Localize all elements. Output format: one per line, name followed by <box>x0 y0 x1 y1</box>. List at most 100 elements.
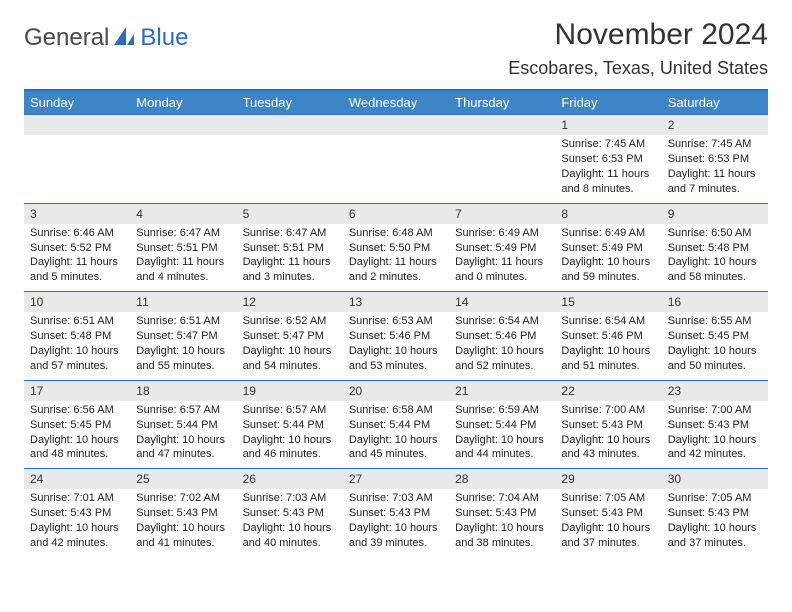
sunset-text: Sunset: 5:51 PM <box>136 241 230 256</box>
day-cell: 12Sunrise: 6:52 AMSunset: 5:47 PMDayligh… <box>237 292 343 380</box>
sunrise-text: Sunrise: 6:54 AM <box>455 314 549 329</box>
logo: General Blue <box>24 18 188 52</box>
day-body: Sunrise: 6:46 AMSunset: 5:52 PMDaylight:… <box>24 226 130 285</box>
daylight-text: Daylight: 10 hours and 45 minutes. <box>349 433 443 463</box>
day-number: 7 <box>449 204 555 224</box>
day-cell: 11 Sunrise: 6:51 AMSunset: 5:47 PMDayligh… <box>130 292 236 380</box>
day-cell: 9Sunrise: 6:50 AMSunset: 5:48 PMDaylight… <box>662 204 768 292</box>
sunrise-text: Sunrise: 7:02 AM <box>136 491 230 506</box>
sunrise-text: Sunrise: 7:45 AM <box>668 137 762 152</box>
daylight-text: Daylight: 11 hours and 2 minutes. <box>349 255 443 285</box>
day-cell: 4Sunrise: 6:47 AMSunset: 5:51 PMDaylight… <box>130 204 236 292</box>
day-cell <box>130 115 236 203</box>
sunrise-text: Sunrise: 6:47 AM <box>136 226 230 241</box>
daylight-text: Daylight: 10 hours and 44 minutes. <box>455 433 549 463</box>
daylight-text: Daylight: 10 hours and 37 minutes. <box>561 521 655 551</box>
logo-sail-icon <box>112 25 136 52</box>
sunrise-text: Sunrise: 6:59 AM <box>455 403 549 418</box>
sunset-text: Sunset: 5:50 PM <box>349 241 443 256</box>
sunrise-text: Sunrise: 6:53 AM <box>349 314 443 329</box>
daylight-text: Daylight: 10 hours and 39 minutes. <box>349 521 443 551</box>
sunset-text: Sunset: 5:44 PM <box>455 418 549 433</box>
day-cell: 8Sunrise: 6:49 AMSunset: 5:49 PMDaylight… <box>555 204 661 292</box>
sunset-text: Sunset: 5:44 PM <box>136 418 230 433</box>
day-body: Sunrise: 6:49 AMSunset: 5:49 PMDaylight:… <box>555 226 661 285</box>
day-cell <box>237 115 343 203</box>
day-number: 15 <box>555 292 661 312</box>
daylight-text: Daylight: 10 hours and 54 minutes. <box>243 344 337 374</box>
day-body: Sunrise: 6:53 AMSunset: 5:46 PMDaylight:… <box>343 314 449 373</box>
day-number: 21 <box>449 381 555 401</box>
day-number: 25 <box>130 469 236 489</box>
day-cell: 21 Sunrise: 6:59 AMSunset: 5:44 PMDayligh… <box>449 381 555 469</box>
day-body: Sunrise: 6:52 AMSunset: 5:47 PMDaylight:… <box>237 314 343 373</box>
day-number: 11 <box>130 292 236 312</box>
day-body: Sunrise: 6:47 AMSunset: 5:51 PMDaylight:… <box>130 226 236 285</box>
day-body: Sunrise: 7:45 AMSunset: 6:53 PMDaylight:… <box>662 137 768 196</box>
weekday-header: Tuesday <box>237 91 343 114</box>
sunrise-text: Sunrise: 6:47 AM <box>243 226 337 241</box>
sunrise-text: Sunrise: 7:01 AM <box>30 491 124 506</box>
day-body: Sunrise: 7:00 AMSunset: 5:43 PMDaylight:… <box>662 403 768 462</box>
day-body: Sunrise: 6:55 AMSunset: 5:45 PMDaylight:… <box>662 314 768 373</box>
sunset-text: Sunset: 5:43 PM <box>349 506 443 521</box>
day-body: Sunrise: 6:57 AMSunset: 5:44 PMDaylight:… <box>237 403 343 462</box>
sunrise-text: Sunrise: 6:49 AM <box>561 226 655 241</box>
day-body: Sunrise: 7:45 AMSunset: 6:53 PMDaylight:… <box>555 137 661 196</box>
day-number: 4 <box>130 204 236 224</box>
sunset-text: Sunset: 5:48 PM <box>668 241 762 256</box>
logo-text-blue: Blue <box>140 24 188 52</box>
day-number: 8 <box>555 204 661 224</box>
day-number <box>130 115 236 135</box>
sunrise-text: Sunrise: 6:55 AM <box>668 314 762 329</box>
sunset-text: Sunset: 5:43 PM <box>30 506 124 521</box>
day-number: 14 <box>449 292 555 312</box>
sunset-text: Sunset: 5:43 PM <box>561 418 655 433</box>
day-cell: 25Sunrise: 7:02 AMSunset: 5:43 PMDayligh… <box>130 469 236 557</box>
month-title: November 2024 <box>508 18 768 52</box>
sunset-text: Sunset: 6:53 PM <box>561 152 655 167</box>
day-body: Sunrise: 7:03 AMSunset: 5:43 PMDaylight:… <box>237 491 343 550</box>
day-number: 5 <box>237 204 343 224</box>
day-number: 9 <box>662 204 768 224</box>
day-cell: 28Sunrise: 7:04 AMSunset: 5:43 PMDayligh… <box>449 469 555 557</box>
sunset-text: Sunset: 5:43 PM <box>136 506 230 521</box>
day-number: 18 <box>130 381 236 401</box>
sunrise-text: Sunrise: 7:04 AM <box>455 491 549 506</box>
day-cell: 23Sunrise: 7:00 AMSunset: 5:43 PMDayligh… <box>662 381 768 469</box>
sunrise-text: Sunrise: 6:49 AM <box>455 226 549 241</box>
day-cell: 19Sunrise: 6:57 AMSunset: 5:44 PMDayligh… <box>237 381 343 469</box>
location-subtitle: Escobares, Texas, United States <box>508 58 768 79</box>
daylight-text: Daylight: 10 hours and 55 minutes. <box>136 344 230 374</box>
sunrise-text: Sunrise: 7:05 AM <box>561 491 655 506</box>
daylight-text: Daylight: 10 hours and 37 minutes. <box>668 521 762 551</box>
sunset-text: Sunset: 5:49 PM <box>561 241 655 256</box>
day-cell: 24Sunrise: 7:01 AMSunset: 5:43 PMDayligh… <box>24 469 130 557</box>
sunrise-text: Sunrise: 7:03 AM <box>349 491 443 506</box>
day-number: 1 <box>555 115 661 135</box>
day-body: Sunrise: 7:03 AMSunset: 5:43 PMDaylight:… <box>343 491 449 550</box>
day-body: Sunrise: 6:47 AMSunset: 5:51 PMDaylight:… <box>237 226 343 285</box>
sunset-text: Sunset: 5:43 PM <box>561 506 655 521</box>
day-body: Sunrise: 6:57 AMSunset: 5:44 PMDaylight:… <box>130 403 236 462</box>
day-body: Sunrise: 6:49 AMSunset: 5:49 PMDaylight:… <box>449 226 555 285</box>
day-cell: 30Sunrise: 7:05 AMSunset: 5:43 PMDayligh… <box>662 469 768 557</box>
daylight-text: Daylight: 10 hours and 40 minutes. <box>243 521 337 551</box>
day-number: 6 <box>343 204 449 224</box>
day-cell: 1Sunrise: 7:45 AMSunset: 6:53 PMDaylight… <box>555 115 661 203</box>
daylight-text: Daylight: 10 hours and 57 minutes. <box>30 344 124 374</box>
sunset-text: Sunset: 5:43 PM <box>243 506 337 521</box>
day-body: Sunrise: 7:05 AMSunset: 5:43 PMDaylight:… <box>662 491 768 550</box>
sunrise-text: Sunrise: 6:54 AM <box>561 314 655 329</box>
sunset-text: Sunset: 5:43 PM <box>668 418 762 433</box>
sunrise-text: Sunrise: 6:50 AM <box>668 226 762 241</box>
day-cell <box>343 115 449 203</box>
title-block: November 2024 Escobares, Texas, United S… <box>508 18 768 79</box>
weekday-header: Monday <box>130 91 236 114</box>
sunrise-text: Sunrise: 6:51 AM <box>136 314 230 329</box>
sunset-text: Sunset: 5:47 PM <box>136 329 230 344</box>
daylight-text: Daylight: 10 hours and 43 minutes. <box>561 433 655 463</box>
sunrise-text: Sunrise: 6:51 AM <box>30 314 124 329</box>
day-body: Sunrise: 6:51 AMSunset: 5:48 PMDaylight:… <box>24 314 130 373</box>
daylight-text: Daylight: 11 hours and 7 minutes. <box>668 167 762 197</box>
